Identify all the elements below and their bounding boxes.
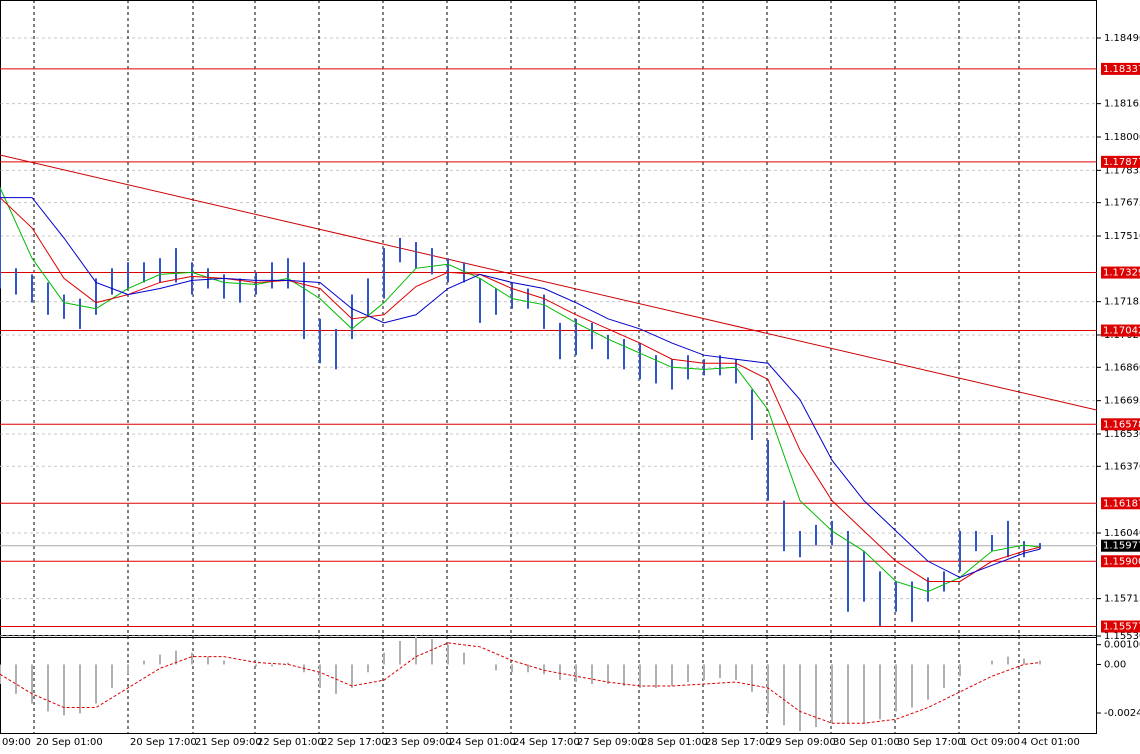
level-label-box (1101, 555, 1140, 568)
x-tick-label: 21 Sep 09:00 (195, 737, 262, 748)
y-tick-label: -0.00248 (1104, 708, 1140, 719)
x-tick-label: 24 Sep 01:00 (449, 737, 516, 748)
x-tick-label: 1 Oct 09:00 (961, 737, 1020, 748)
y-tick-label: 1.17835 (1104, 165, 1140, 176)
y-tick-label: 1.18000 (1104, 132, 1140, 143)
x-tick-label: 09:00 (2, 737, 31, 748)
x-tick-label: 22 Sep 17:00 (321, 737, 388, 748)
moving-average (0, 197, 1041, 582)
x-tick-label: 28 Sep 17:00 (705, 737, 772, 748)
trendline (0, 154, 1098, 411)
x-tick-label: 23 Sep 09:00 (385, 737, 452, 748)
level-label-box (1101, 266, 1140, 279)
x-tick-label: 22 Sep 01:00 (257, 737, 324, 748)
y-tick-label: 1.16695 (1104, 396, 1140, 407)
y-tick-label: 0.00 (1104, 659, 1126, 670)
level-label-box (1101, 620, 1140, 633)
y-tick-label: 1.17185 (1104, 297, 1140, 308)
current-price-box (1101, 539, 1140, 552)
x-tick-label: 27 Sep 09:00 (577, 737, 644, 748)
x-tick-label: 20 Sep 17:00 (130, 737, 197, 748)
y-tick-label: 1.16530 (1104, 429, 1140, 440)
current-price-label: 1.15977 (1103, 541, 1140, 552)
x-tick-label: 20 Sep 01:00 (36, 737, 103, 748)
level-label: 1.16578 (1103, 419, 1140, 430)
level-label: 1.15900 (1103, 556, 1140, 567)
level-label: 1.16187 (1103, 498, 1140, 509)
y-tick-label: 1.17510 (1104, 231, 1140, 242)
level-label: 1.17329 (1103, 268, 1140, 279)
signal-line (0, 642, 1041, 724)
x-tick-label: 28 Sep 01:00 (641, 737, 708, 748)
x-tick-label: 30 Sep 01:00 (833, 737, 900, 748)
level-label: 1.15577 (1103, 622, 1140, 633)
level-label-box (1101, 497, 1140, 510)
y-tick-label: 1.15715 (1104, 594, 1140, 605)
level-label-box (1101, 62, 1140, 75)
y-tick-label: 1.18165 (1104, 99, 1140, 110)
level-label-box (1101, 418, 1140, 431)
y-tick-label: 1.17675 (1104, 198, 1140, 209)
level-label-box (1101, 324, 1140, 337)
level-label: 1.17877 (1103, 157, 1140, 168)
level-label: 1.17042 (1103, 326, 1140, 337)
x-tick-label: 30 Sep 17:00 (897, 737, 964, 748)
moving-average (0, 197, 1041, 578)
x-tick-label: 24 Sep 17:00 (513, 737, 580, 748)
x-tick-label: 29 Sep 09:00 (769, 737, 836, 748)
level-label: 1.18337 (1103, 64, 1140, 75)
y-tick-label: 1.18490 (1104, 33, 1140, 44)
moving-average (0, 187, 1041, 593)
x-tick-label: 4 Oct 01:00 (1021, 737, 1080, 748)
y-tick-label: 1.16040 (1104, 528, 1140, 539)
y-tick-label: 1.16860 (1104, 362, 1140, 373)
y-tick-label: 0.001008 (1104, 640, 1140, 651)
level-label-box (1101, 155, 1140, 168)
y-tick-label: 1.16370 (1104, 461, 1140, 472)
